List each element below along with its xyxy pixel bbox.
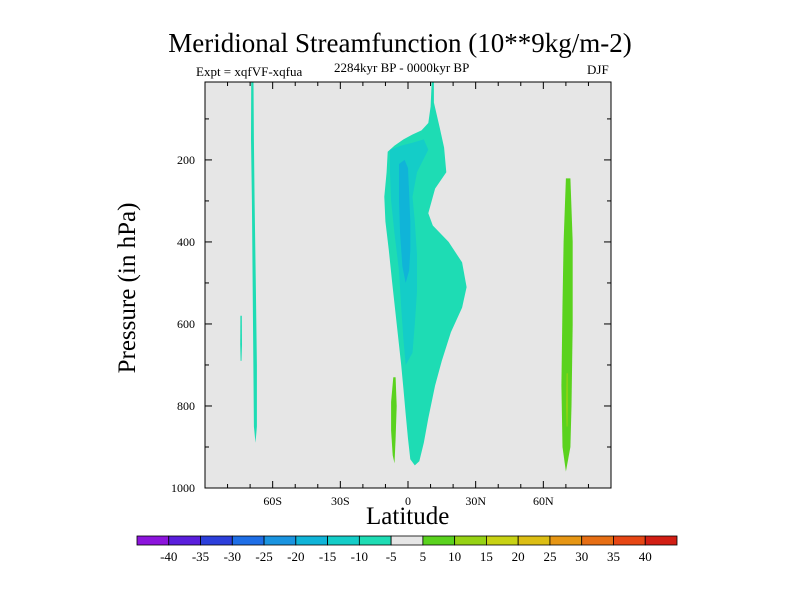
y-tick-label: 200 <box>177 153 195 167</box>
colorbar-label: -35 <box>192 549 209 564</box>
y-tick-label: 1000 <box>171 481 195 495</box>
colorbar-box <box>200 535 233 546</box>
colorbar-label: -10 <box>351 549 368 564</box>
colorbar-box <box>168 535 201 546</box>
colorbar-box <box>613 535 646 546</box>
x-tick-label: 60S <box>263 494 282 508</box>
colorbar-box <box>358 535 392 546</box>
season-label: DJF <box>587 62 609 77</box>
colorbar-label: 5 <box>420 549 427 564</box>
colorbar-label: -25 <box>255 549 272 564</box>
colorbar-label: 25 <box>543 549 556 564</box>
contour-tropical-positive <box>391 377 397 464</box>
colorbar-box <box>644 535 678 546</box>
colorbar-label: -15 <box>319 549 336 564</box>
x-axis-title: Latitude <box>366 503 450 530</box>
contour-sh-polar-blip <box>240 315 242 361</box>
colorbar-box <box>486 535 519 546</box>
colorbar-box <box>390 535 424 546</box>
contour-nh-polar-cell <box>561 178 573 472</box>
colorbar-box <box>422 535 456 546</box>
x-tick-label: 30S <box>331 494 350 508</box>
colorbar-label: -20 <box>287 549 304 564</box>
colorbar-box <box>454 535 487 546</box>
colorbar-box <box>295 535 328 546</box>
contour-sh-polar-column <box>251 82 257 443</box>
y-tick-label: 800 <box>177 399 195 413</box>
contour-nh-polar-core <box>566 373 568 427</box>
colorbar-label: 15 <box>480 549 493 564</box>
colorbar-box <box>581 535 614 546</box>
colorbar-label: -5 <box>386 549 397 564</box>
colorbar-box <box>517 535 551 546</box>
colorbar-box <box>327 535 360 546</box>
experiment-label: Expt = xqfVF-xqfua <box>196 64 303 79</box>
contour-tropical-cell-core <box>399 159 411 283</box>
x-tick-label: 60N <box>533 494 554 508</box>
x-tick-label: 30N <box>465 494 486 508</box>
colorbar-label: 10 <box>448 549 461 564</box>
x-tick-label: 0 <box>405 494 411 508</box>
colorbar-label: 30 <box>575 549 588 564</box>
y-tick-label: 400 <box>177 235 195 249</box>
colorbar-label: -40 <box>160 549 177 564</box>
colorbar-box <box>231 535 265 546</box>
colorbar-label: 35 <box>607 549 620 564</box>
chart-title: Meridional Streamfunction (10**9kg/m-2) <box>168 28 632 58</box>
colorbar-box <box>263 535 297 546</box>
colorbar-box <box>549 535 583 546</box>
colorbar-label: 40 <box>639 549 652 564</box>
chart-subtitle: 2284kyr BP - 0000kyr BP <box>334 60 470 75</box>
colorbar-label: -30 <box>224 549 241 564</box>
colorbar-label: 20 <box>512 549 525 564</box>
y-tick-label: 600 <box>177 317 195 331</box>
colorbar-box <box>136 535 170 546</box>
